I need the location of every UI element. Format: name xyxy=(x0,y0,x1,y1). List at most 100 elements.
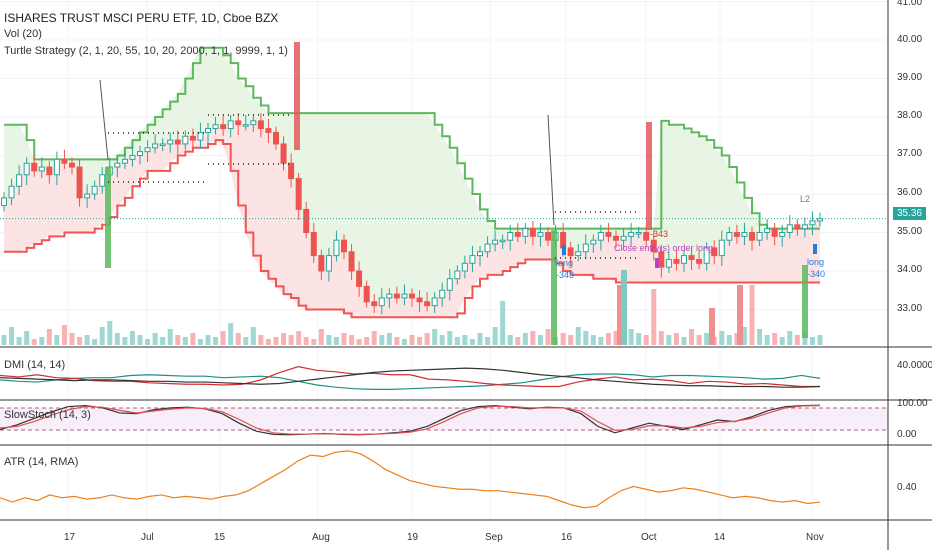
volume-bar xyxy=(167,329,173,345)
volume-bar xyxy=(802,333,808,345)
volume-bar xyxy=(303,337,309,345)
volume-bar xyxy=(681,337,687,345)
candle-body xyxy=(613,235,619,241)
candle-body xyxy=(514,232,521,237)
candle-body xyxy=(703,247,710,264)
volume-bar xyxy=(560,333,566,345)
volume-bar xyxy=(485,337,491,345)
volume-bar xyxy=(704,333,710,345)
volume-bar xyxy=(99,327,105,345)
candle-body xyxy=(152,143,159,149)
candle-body xyxy=(38,166,45,172)
candle-body xyxy=(242,124,249,127)
price-tick: 36.00 xyxy=(897,187,923,198)
volume-bar xyxy=(311,339,317,345)
volume-bar xyxy=(666,335,672,345)
volume-bar xyxy=(462,335,468,345)
volume-bar xyxy=(568,335,574,345)
candle-body xyxy=(23,162,30,176)
volume-bar xyxy=(364,337,370,345)
volume-bar xyxy=(213,337,219,345)
price-tick: 39.00 xyxy=(897,72,923,83)
candle-body xyxy=(288,162,295,180)
exit-bar xyxy=(617,285,623,345)
volume-spike xyxy=(621,270,627,345)
upper-channel-line xyxy=(4,46,820,230)
candle-body xyxy=(439,289,446,299)
volume-bar xyxy=(492,327,498,345)
candle-body xyxy=(575,251,582,257)
x-tick: 17 xyxy=(64,532,76,543)
x-tick: Oct xyxy=(641,532,657,543)
volume-bar xyxy=(235,333,241,345)
volume-bar xyxy=(658,331,664,345)
volume-bar xyxy=(507,335,513,345)
volume-bar xyxy=(61,325,67,345)
volume-bar xyxy=(477,333,483,345)
candle-body xyxy=(424,301,431,307)
adx-line xyxy=(0,367,821,388)
volume-bar xyxy=(77,337,83,345)
volume-bar xyxy=(772,333,778,345)
long-arrow-icon xyxy=(562,245,566,255)
volume-bar xyxy=(605,333,611,345)
entry-arrow xyxy=(547,114,555,226)
candle-body xyxy=(341,239,347,253)
exit-bar xyxy=(737,285,743,345)
candle-body xyxy=(318,255,325,272)
candle-body xyxy=(235,120,242,126)
volume-bar xyxy=(288,335,294,345)
volume-bar xyxy=(84,335,90,345)
volume-bar xyxy=(243,337,249,345)
candle-body xyxy=(363,285,370,303)
candle-body xyxy=(545,232,551,241)
stoch-d-line xyxy=(0,405,821,436)
candle-body xyxy=(333,239,340,257)
dmi-minus-line xyxy=(0,366,820,388)
trade-bar-entry xyxy=(802,265,808,338)
candle-body xyxy=(801,224,808,230)
volume-bar xyxy=(726,335,732,345)
volume-bar xyxy=(447,331,453,345)
volume-bar xyxy=(296,331,302,345)
volume-bar xyxy=(137,335,143,345)
price-tick: 34.00 xyxy=(897,264,923,275)
candle-body xyxy=(205,128,211,133)
volume-bar xyxy=(190,333,196,345)
candle-body xyxy=(779,232,786,237)
volume-bar xyxy=(175,335,181,345)
volume-bar xyxy=(54,335,60,345)
volume-bar xyxy=(122,337,128,345)
candle-body xyxy=(8,185,15,199)
candle-body xyxy=(749,232,755,241)
volume-bar xyxy=(734,333,740,345)
volume-bar xyxy=(250,327,256,345)
volume-bar xyxy=(46,329,52,345)
candle-body xyxy=(250,120,257,126)
candle-body xyxy=(265,128,272,133)
long-arrow-icon xyxy=(813,244,817,254)
volume-bar xyxy=(326,335,332,345)
chart-title: ISHARES TRUST MSCI PERU ETF, 1D, Cboe BZ… xyxy=(4,11,279,25)
volume-bar xyxy=(469,339,475,345)
lower-channel-fill xyxy=(4,120,820,318)
volume-bar xyxy=(583,331,589,345)
x-tick: Nov xyxy=(806,532,824,543)
candle-body xyxy=(681,255,687,264)
volume-bar xyxy=(160,337,166,345)
volume-label: Vol (20) xyxy=(4,28,42,40)
volume-bar xyxy=(341,333,347,345)
volume-bar xyxy=(749,285,755,345)
candle-body xyxy=(522,228,529,237)
candle-body xyxy=(590,239,597,245)
channel-fills xyxy=(4,47,820,318)
volume-bar xyxy=(530,331,536,345)
candle-body xyxy=(794,224,801,230)
volume-bar xyxy=(628,329,634,345)
candle-body xyxy=(1,197,7,207)
volume-bar xyxy=(401,339,407,345)
atr-tick: 0.40 xyxy=(897,482,917,493)
volume-bar xyxy=(794,335,800,345)
volume-bar xyxy=(613,331,619,345)
candle-body xyxy=(658,251,665,268)
